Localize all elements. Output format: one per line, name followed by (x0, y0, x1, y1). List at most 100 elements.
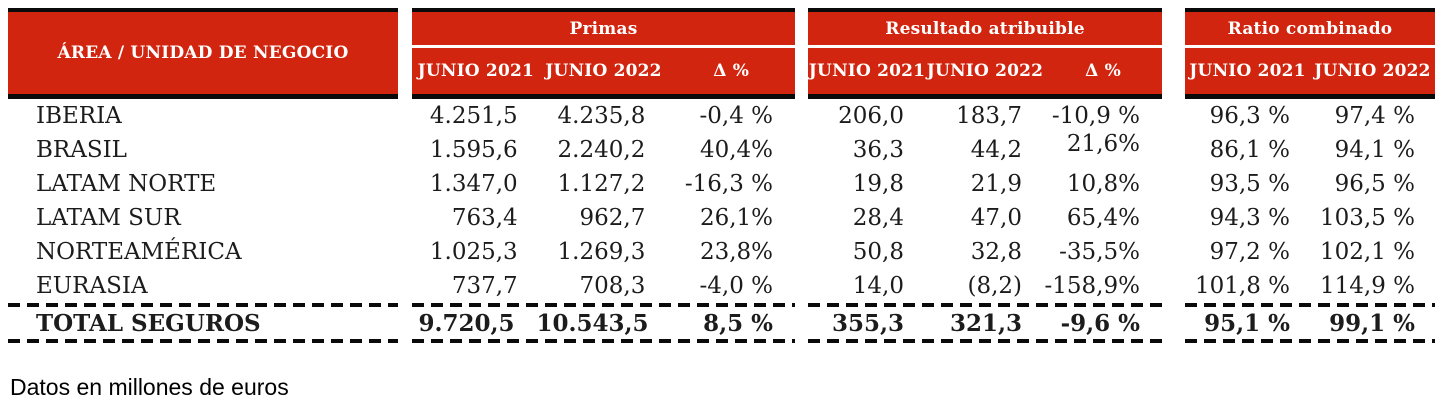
primas-column-headers: JUNIO 2021 JUNIO 2022 Δ % (412, 48, 795, 94)
header-bottom-border (1185, 94, 1435, 99)
dashed-divider (8, 339, 398, 343)
table-row: LATAM NORTE (8, 167, 398, 201)
row-value: 10.543,5 (536, 309, 649, 337)
row-value: 93,5 % (1209, 171, 1290, 197)
primas-section: Primas JUNIO 2021 JUNIO 2022 Δ % 4.251,5… (412, 8, 795, 343)
dashed-divider (1185, 303, 1435, 307)
row-value: 4.251,5 (429, 103, 518, 129)
primas-section-title: Primas (412, 12, 795, 45)
top-border (8, 8, 398, 12)
row-value: 1.269,3 (557, 239, 646, 265)
row-area-label: LATAM SUR (36, 205, 181, 231)
row-value: 21,6% (1066, 131, 1140, 157)
row-value: (8,2) (967, 273, 1022, 299)
row-value: 23,8% (699, 239, 774, 265)
ratio-section-title: Ratio combinado (1185, 12, 1435, 45)
table-row: 36,3 44,2 21,6% (808, 131, 1162, 167)
primas-title-label: Primas (569, 18, 638, 39)
table-row: 14,0 (8,2) -158,9% (808, 269, 1162, 303)
column-header-junio-2022: JUNIO 2022 (1314, 61, 1431, 81)
primas-header-block: Primas JUNIO 2021 JUNIO 2022 Δ % (412, 8, 795, 99)
column-header-junio-2021: JUNIO 2021 (1189, 61, 1306, 81)
total-row: 95,1 % 99,1 % (1185, 307, 1435, 339)
column-header-junio-2022: JUNIO 2022 (926, 61, 1044, 81)
table-row: 19,8 21,9 10,8% (808, 167, 1162, 201)
table-row: 206,0 183,7 -10,9 % (808, 99, 1162, 133)
header-bottom-border (412, 94, 795, 99)
table-row: LATAM SUR (8, 201, 398, 235)
row-value: 114,9 % (1319, 273, 1415, 299)
table-row: 1.025,3 1.269,3 23,8% (412, 235, 795, 269)
table-row: 1.595,6 2.240,2 40,4% (412, 133, 795, 167)
footnote: Datos en millones de euros (10, 374, 289, 400)
row-area-label: NORTEAMÉRICA (36, 239, 242, 265)
row-value: 101,8 % (1194, 273, 1290, 299)
area-rows: IBERIA BRASIL LATAM NORTE LATAM SUR NORTEAMÉ… (8, 99, 398, 343)
row-value: 321,3 (949, 309, 1022, 337)
row-value: -9,6 % (1060, 309, 1140, 337)
row-value: 2.240,2 (557, 137, 646, 163)
table-row: NORTEAMÉRICA (8, 235, 398, 269)
resultado-section-title: Resultado atribuible (808, 12, 1162, 45)
row-value: 103,5 % (1319, 205, 1415, 231)
primas-rows: 4.251,5 4.235,8 -0,4 % 1.595,6 2.240,2 40,4% 1… (412, 99, 795, 343)
row-value: 97,2 % (1209, 239, 1290, 265)
column-header-delta: Δ % (713, 61, 750, 81)
row-value: -4,0 % (699, 273, 774, 299)
row-value: 50,8 (852, 239, 904, 265)
row-value: -0,4 % (699, 103, 774, 129)
row-value: 96,5 % (1334, 171, 1415, 197)
results-table: ÁREA / UNIDAD DE NEGOCIO IBERIA BRASIL LAT… (8, 8, 1435, 343)
table-row: 94,3 % 103,5 % (1185, 201, 1435, 235)
row-value: 65,4% (1066, 205, 1140, 231)
ratio-section: Ratio combinado JUNIO 2021 JUNIO 2022 96… (1185, 8, 1435, 343)
table-row: 1.347,0 1.127,2 -16,3 % (412, 167, 795, 201)
row-value: 206,0 (838, 103, 904, 129)
row-value: 44,2 (970, 137, 1022, 163)
column-header-junio-2021: JUNIO 2021 (808, 61, 926, 81)
row-area-label: LATAM NORTE (36, 171, 217, 197)
row-value: 737,7 (451, 273, 518, 299)
row-area-label: BRASIL (36, 137, 127, 163)
row-value: 8,5 % (703, 309, 774, 337)
table-row: IBERIA (8, 99, 398, 133)
row-value: 102,1 % (1319, 239, 1415, 265)
row-value: 1.127,2 (557, 171, 646, 197)
header-bottom-border (8, 94, 398, 99)
row-area-label: EURASIA (36, 273, 148, 299)
ratio-header-block: Ratio combinado JUNIO 2021 JUNIO 2022 (1185, 8, 1435, 99)
row-value: 40,4% (699, 137, 774, 163)
top-border (808, 8, 1162, 12)
area-header-cell: ÁREA / UNIDAD DE NEGOCIO (8, 12, 398, 94)
table-row: 96,3 % 97,4 % (1185, 99, 1435, 133)
header-bottom-border (808, 94, 1162, 99)
area-header-block: ÁREA / UNIDAD DE NEGOCIO (8, 8, 398, 99)
row-value: 9.720,5 (418, 309, 515, 337)
total-row: 355,3 321,3 -9,6 % (808, 307, 1162, 339)
table-row: 4.251,5 4.235,8 -0,4 % (412, 99, 795, 133)
row-value: 21,9 (970, 171, 1022, 197)
table-row: 737,7 708,3 -4,0 % (412, 269, 795, 303)
row-value: 94,3 % (1209, 205, 1290, 231)
table-row: 28,4 47,0 65,4% (808, 201, 1162, 235)
row-area-label: TOTAL SEGUROS (36, 309, 261, 337)
row-area-label: IBERIA (36, 103, 122, 129)
row-value: 708,3 (579, 273, 646, 299)
column-header-junio-2022: JUNIO 2022 (545, 61, 662, 81)
row-value: 763,4 (451, 205, 518, 231)
resultado-title-label: Resultado atribuible (885, 18, 1085, 39)
row-value: 962,7 (579, 205, 646, 231)
table-row: 86,1 % 94,1 % (1185, 133, 1435, 167)
table-row: 101,8 % 114,9 % (1185, 269, 1435, 303)
column-header-junio-2021: JUNIO 2021 (417, 61, 535, 81)
row-value: 97,4 % (1334, 103, 1415, 129)
dashed-divider (412, 339, 795, 343)
row-value: 36,3 (852, 137, 904, 163)
row-value: 1.595,6 (429, 137, 518, 163)
area-column: ÁREA / UNIDAD DE NEGOCIO IBERIA BRASIL LAT… (8, 8, 398, 343)
dashed-divider (1185, 339, 1435, 343)
row-value: 99,1 % (1329, 309, 1415, 337)
table-row: 97,2 % 102,1 % (1185, 235, 1435, 269)
table-row: 93,5 % 96,5 % (1185, 167, 1435, 201)
